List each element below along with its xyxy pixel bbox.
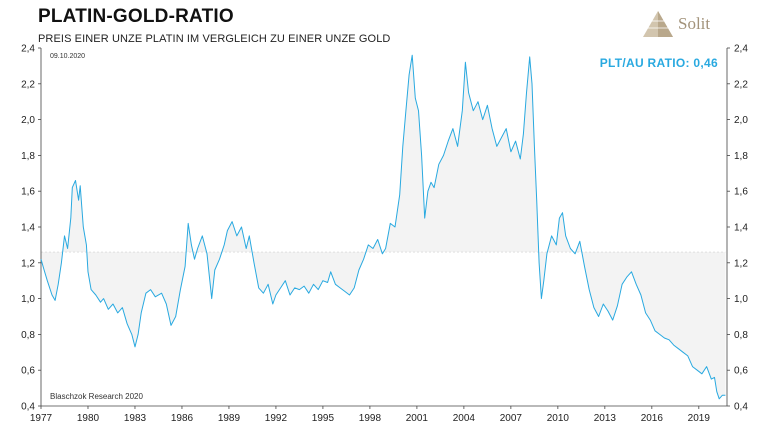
solit-logo: Solit [642,10,752,40]
x-tick-label: 1977 [30,413,53,424]
y-tick-label-left: 0,6 [21,366,35,377]
x-tick-label: 1980 [77,413,100,424]
y-tick-label-right: 1,6 [734,187,748,198]
ratio-series-line [40,54,726,400]
pyramid-icon [643,11,673,37]
x-tick-label: 2001 [406,413,429,424]
current-ratio-label: PLT/AU RATIO: 0,46 [599,56,718,70]
y-tick-label-right: 2,0 [734,115,748,126]
x-tick-label: 2007 [500,413,523,424]
x-tick-label: 1986 [171,413,194,424]
y-tick-label-left: 1,6 [21,187,35,198]
chart-subtitle: PREIS EINER UNZE PLATIN IM VERGLEICH ZU … [38,33,391,45]
deviation-band [41,55,726,399]
x-tick-label: 1983 [124,413,147,424]
y-tick-label-right: 1,8 [734,151,748,162]
x-tick-label: 1998 [359,413,382,424]
x-tick-label: 2010 [547,413,570,424]
y-tick-label-left: 1,2 [21,258,35,269]
y-tick-label-left: 1,0 [21,294,35,305]
x-tick-label: 1995 [312,413,335,424]
chart-title: PLATIN-GOLD-RATIO [38,6,234,27]
x-tick-label: 2016 [641,413,664,424]
x-tick-label: 1989 [218,413,241,424]
x-tick-label: 2013 [594,413,617,424]
y-tick-label-left: 1,4 [21,223,35,234]
x-tick-label: 1992 [265,413,288,424]
y-tick-label-right: 1,0 [734,294,748,305]
y-tick-label-right: 1,2 [734,258,748,269]
y-tick-label-right: 1,4 [734,223,748,234]
y-tick-label-left: 1,8 [21,151,35,162]
x-tick-label: 2019 [688,413,711,424]
y-tick-label-right: 0,6 [734,366,748,377]
logo-text: Solit [678,14,711,33]
y-tick-label-right: 0,8 [734,330,748,341]
y-tick-label-right: 0,4 [734,402,748,413]
source-label: Blaschzok Research 2020 [50,392,143,401]
x-tick-label: 2004 [453,413,476,424]
y-tick-label-left: 0,4 [21,402,35,413]
y-tick-label-right: 2,4 [734,44,748,55]
y-tick-label-right: 2,2 [734,79,748,90]
y-tick-label-left: 2,4 [21,44,35,55]
y-tick-label-left: 2,0 [21,115,35,126]
y-tick-label-left: 2,2 [21,79,35,90]
y-tick-label-left: 0,8 [21,330,35,341]
date-label: 09.10.2020 [50,53,86,60]
